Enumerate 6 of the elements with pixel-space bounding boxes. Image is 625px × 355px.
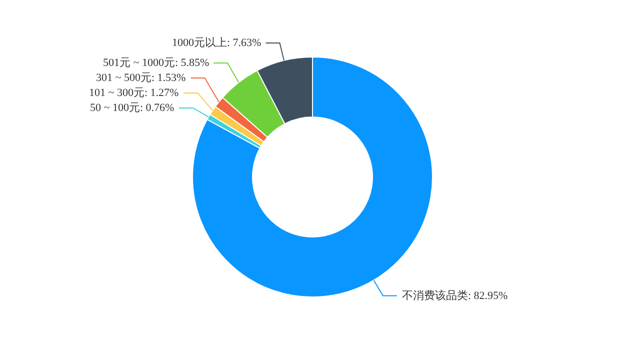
slice-label: 501元 ~ 1000元: 5.85% (103, 57, 210, 69)
slice-label: 50 ~ 100元: 0.76% (90, 102, 174, 114)
slice-label: 不消费该品类: 82.95% (402, 289, 508, 302)
slice-label: 1000元以上: 7.63% (172, 36, 262, 49)
slice-label: 101 ~ 300元: 1.27% (89, 87, 179, 99)
slice-label: 301 ~ 500元: 1.53% (96, 72, 186, 84)
